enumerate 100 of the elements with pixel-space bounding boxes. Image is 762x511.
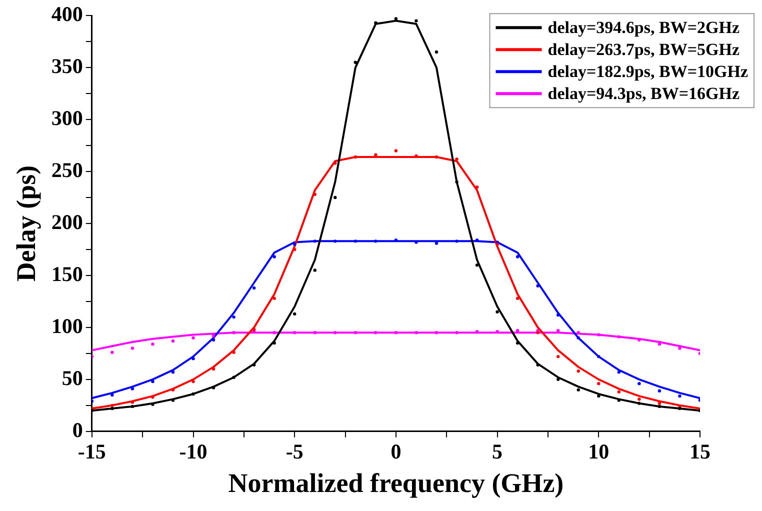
point (334, 196, 337, 200)
y-tick-label: 100 (51, 314, 83, 338)
point (110, 350, 114, 354)
point (272, 296, 276, 300)
point (576, 370, 580, 373)
x-tick-label: -15 (78, 439, 106, 464)
point (293, 242, 296, 246)
point (212, 367, 216, 371)
point (151, 380, 154, 384)
point (313, 268, 316, 272)
point (475, 263, 479, 267)
y-tick-label: 300 (51, 106, 83, 130)
point (110, 404, 114, 408)
point (434, 155, 438, 159)
point (496, 310, 499, 314)
point (374, 331, 378, 334)
point (434, 331, 438, 334)
point (536, 363, 540, 366)
point (617, 390, 621, 394)
point (597, 382, 600, 386)
legend-label: delay=394.6ps, BW=2GHz (548, 18, 740, 37)
point (192, 380, 195, 384)
point (455, 180, 458, 184)
point (658, 389, 662, 392)
legend-label: delay=263.7ps, BW=5GHz (548, 40, 740, 59)
point (455, 240, 458, 243)
point (556, 328, 560, 332)
point (617, 370, 621, 374)
point (434, 242, 438, 245)
point (252, 286, 256, 290)
point (678, 346, 682, 350)
point (597, 354, 600, 358)
point (130, 346, 134, 350)
point (638, 382, 641, 386)
point (475, 186, 479, 189)
point (556, 313, 560, 317)
point (334, 240, 337, 243)
y-tick-label: 0 (72, 418, 83, 442)
point (414, 19, 418, 22)
point (638, 398, 641, 401)
point (516, 341, 520, 345)
point (394, 331, 398, 334)
point (516, 255, 520, 258)
point (374, 153, 378, 156)
point (151, 342, 154, 346)
point (293, 331, 296, 334)
point (658, 404, 662, 408)
x-tick-label: 5 (492, 439, 503, 464)
point (374, 240, 378, 243)
point (536, 331, 540, 334)
point (212, 334, 216, 338)
point (354, 155, 358, 159)
point (171, 370, 175, 374)
y-tick-label: 150 (51, 262, 83, 286)
point (110, 393, 114, 397)
x-tick-label: -10 (179, 439, 208, 464)
point (293, 248, 296, 252)
point (130, 404, 134, 408)
legend-label: delay=94.3ps, BW=16GHz (548, 84, 740, 103)
point (556, 378, 560, 382)
point (678, 394, 682, 398)
y-tick-label: 400 (51, 2, 83, 26)
point (232, 331, 236, 334)
point (455, 331, 458, 334)
point (658, 402, 662, 405)
point (272, 255, 276, 258)
point (374, 21, 378, 24)
point (394, 149, 398, 152)
legend-label: delay=182.9ps, BW=10GHz (548, 62, 748, 81)
point (252, 328, 256, 332)
point (658, 342, 662, 346)
y-tick-label: 250 (51, 158, 83, 182)
point (354, 240, 358, 243)
point (313, 240, 316, 243)
point (536, 284, 540, 288)
point (576, 336, 580, 340)
point (576, 388, 580, 392)
point (354, 60, 358, 64)
point (192, 392, 195, 396)
point (455, 157, 458, 161)
point (232, 315, 236, 319)
point (110, 406, 114, 410)
point (617, 335, 621, 338)
point (394, 17, 398, 20)
x-tick-label: 15 (690, 439, 710, 464)
point (516, 328, 520, 332)
point (516, 296, 520, 300)
point (272, 331, 276, 334)
point (597, 333, 600, 336)
point (334, 331, 337, 334)
point (212, 338, 216, 342)
y-tick-label: 50 (62, 366, 83, 390)
point (313, 331, 316, 334)
y-axis-title: Delay (ps) (11, 165, 42, 282)
point (252, 363, 256, 366)
point (354, 331, 358, 334)
x-tick-label: -5 (286, 439, 304, 464)
point (434, 50, 438, 54)
point (272, 341, 276, 345)
y-tick-label: 200 (51, 210, 83, 234)
